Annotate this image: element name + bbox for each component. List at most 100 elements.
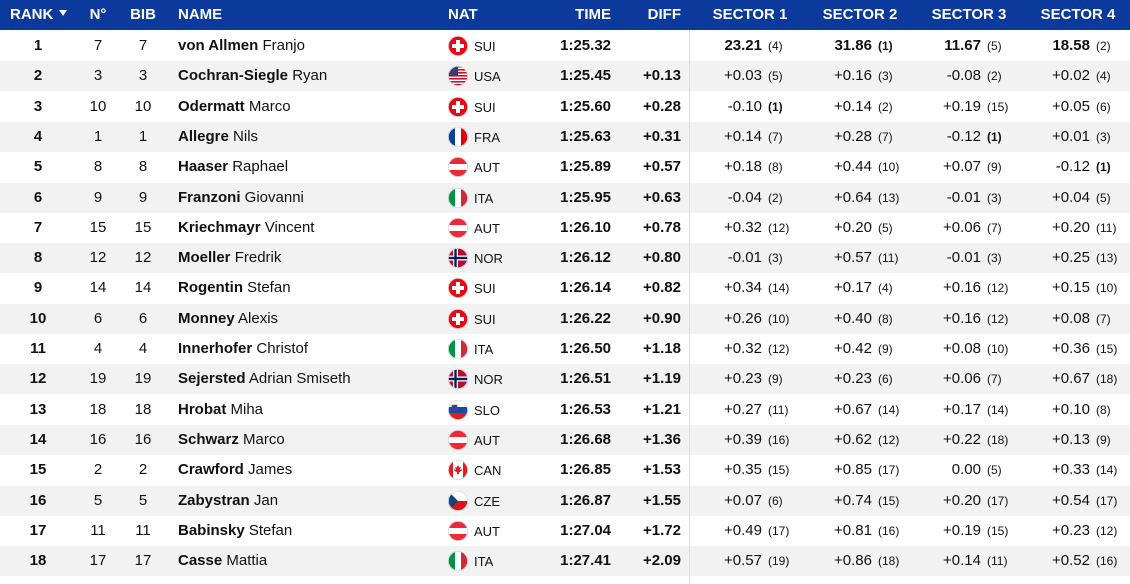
- start-number: 7: [93, 37, 103, 54]
- time: 1:25.63: [560, 127, 611, 145]
- result-row[interactable]: 14 16 16 Schwarz Marco AUT 1:26.68 +1.36 +0.39 (…: [0, 424, 1130, 455]
- header-rank[interactable]: RANK: [10, 6, 54, 23]
- sector-rank: (7): [987, 220, 1002, 235]
- diff: +1.53: [643, 461, 681, 479]
- sector-rank: (4): [878, 281, 893, 296]
- diff: +1.21: [643, 400, 681, 418]
- athlete-name: Schwarz Marco: [178, 425, 285, 455]
- result-row[interactable]: 8 12 12 Moeller Fredrik NOR 1:26.12 +0.80 -0.01…: [0, 243, 1130, 274]
- diff: +1.19: [643, 370, 681, 388]
- result-row[interactable]: 11 4 4 Innerhofer Christof ITA 1:26.50 +1.18 +0…: [0, 334, 1130, 364]
- sector-rank: (6): [878, 372, 893, 387]
- time: 1:26.68: [560, 430, 611, 448]
- first-name: Jan: [253, 491, 279, 509]
- result-row[interactable]: 13 18 18 Hrobat Miha SLO 1:26.53 +1.21 +0.27 (11…: [0, 395, 1130, 425]
- sector-time: +0.06: [943, 370, 981, 388]
- result-row[interactable]: 9 14 14 Rogentin Stefan SUI 1:26.14 +0.82 +0.34…: [0, 273, 1130, 303]
- sector-time: +0.81: [834, 521, 872, 539]
- athlete-name: Cochran-Siegle Ryan: [178, 61, 327, 91]
- athlete-name: Odermatt Marco: [178, 92, 291, 122]
- rank: 15: [29, 461, 47, 479]
- surname: Rogentin: [178, 279, 243, 297]
- result-row[interactable]: 16 5 5 Zabystran Jan CZE 1:26.87 +1.55 +0.07 (6)…: [0, 485, 1130, 516]
- surname: Crawford: [178, 461, 244, 479]
- result-row[interactable]: 4 1 1 Allegre Nils FRA 1:25.63 +0.31 +0.14 (7) +0…: [0, 121, 1130, 152]
- sector-time: +0.85: [834, 461, 872, 479]
- surname: Kriechmayr: [178, 218, 261, 236]
- sector-rank: (7): [987, 372, 1002, 387]
- sector-rank: (15): [987, 99, 1009, 114]
- sector-time: -0.01: [727, 249, 762, 267]
- surname: von Allmen: [178, 37, 259, 54]
- result-row[interactable]: 7 15 15 Kriechmayr Vincent AUT 1:26.10 +0.78 +0…: [0, 213, 1130, 243]
- sector-rank: (17): [1096, 493, 1118, 508]
- sector-rank: (2): [878, 99, 893, 114]
- sector-time: -0.04: [727, 188, 762, 206]
- flag: [448, 429, 468, 450]
- start-number: 10: [89, 97, 107, 115]
- start-number: 19: [89, 370, 107, 388]
- sector-rank: (12): [878, 432, 900, 447]
- sector-time: +0.01: [1052, 127, 1090, 145]
- flag: [448, 157, 468, 178]
- sector-time: +0.32: [724, 340, 762, 357]
- rank: 14: [29, 430, 47, 448]
- athlete-name: Franzoni Giovanni: [178, 183, 304, 213]
- result-row[interactable]: 2 3 3 Cochran-Siegle Ryan USA 1:25.45 +0.13 +0.…: [0, 61, 1130, 92]
- sector-rank: (3): [987, 251, 1002, 266]
- result-row[interactable]: 6 9 9 Franzoni Giovanni ITA 1:25.95 +0.63 -0.04…: [0, 182, 1130, 213]
- result-row[interactable]: 17 11 11 Babinsky Stefan AUT 1:27.04 +1.72 +0.4…: [0, 516, 1130, 546]
- rank: 18: [29, 552, 47, 570]
- sector-time: +0.33: [1052, 461, 1090, 479]
- result-row[interactable]: 3 10 10 Odermatt Marco SUI 1:25.60 +0.28 -0.10 (…: [0, 92, 1130, 122]
- result-row[interactable]: 18 17 17 Casse Mattia ITA 1:27.41 +2.09 +0.57 (1…: [0, 546, 1130, 577]
- start-number: 18: [89, 400, 107, 418]
- sector-rank: (15): [1096, 342, 1118, 356]
- bib: 8: [138, 158, 148, 176]
- sector-time: +0.02: [1052, 67, 1090, 85]
- nation: CZE: [474, 493, 500, 509]
- nation: NOR: [474, 251, 503, 267]
- sector-time: +0.36: [1052, 340, 1090, 357]
- diff: +1.36: [643, 430, 681, 448]
- surname: Babinsky: [178, 521, 245, 539]
- sector-rank: (10): [987, 342, 1009, 356]
- result-row[interactable]: 12 19 19 Sejersted Adrian Smiseth NOR 1:26.51…: [0, 364, 1130, 395]
- sector-time: +0.57: [724, 552, 762, 570]
- rank: 12: [29, 370, 47, 388]
- sector-time: -0.08: [946, 67, 981, 85]
- sector-time: +0.23: [724, 370, 762, 388]
- sector-time: +0.18: [724, 158, 762, 176]
- surname: Sejersted: [178, 370, 246, 388]
- result-row[interactable]: 10 6 6 Monney Alexis SUI 1:26.22 +0.90 +0.26 (10…: [0, 303, 1130, 334]
- result-row[interactable]: 5 8 8 Haaser Raphael AUT 1:25.89 +0.57 +0.18 (8)…: [0, 152, 1130, 182]
- sector-time: +0.19: [943, 521, 981, 539]
- first-name: Stefan: [247, 279, 291, 297]
- rank: 11: [30, 340, 46, 357]
- first-name: Miha: [230, 400, 264, 418]
- sector-rank: (11): [1096, 220, 1117, 235]
- sector-rank: (17): [987, 493, 1009, 508]
- start-number: 1: [93, 127, 103, 145]
- sector-time: 11.67: [944, 37, 981, 54]
- first-name: Vincent: [264, 218, 315, 236]
- sector-time: +0.13: [1052, 430, 1090, 448]
- sector-rank: (1): [1096, 160, 1111, 175]
- sector-time: +0.20: [1052, 218, 1090, 236]
- sector-time: +0.28: [834, 127, 872, 145]
- sector-rank: (15): [987, 523, 1009, 538]
- header-sector: SECTOR 4: [1040, 6, 1116, 23]
- flag: [448, 399, 468, 420]
- column-divider: [689, 30, 690, 584]
- result-row[interactable]: 1 7 7 von Allmen Franjo SUI 1:25.32 23.21 (4) 31…: [0, 31, 1130, 61]
- sector-time: +0.23: [834, 370, 872, 388]
- sector-time: +0.16: [943, 279, 981, 297]
- sector-rank: (9): [878, 342, 893, 356]
- start-number: 4: [93, 340, 103, 357]
- sector-rank: (17): [768, 523, 790, 538]
- header-diff: DIFF: [647, 6, 681, 23]
- result-row[interactable]: 15 2 2 Crawford James CAN 1:26.85 +1.53 +0.35 (1…: [0, 455, 1130, 485]
- sector-rank: (4): [768, 39, 783, 53]
- time: 1:25.95: [560, 188, 611, 206]
- bib: 3: [138, 67, 148, 85]
